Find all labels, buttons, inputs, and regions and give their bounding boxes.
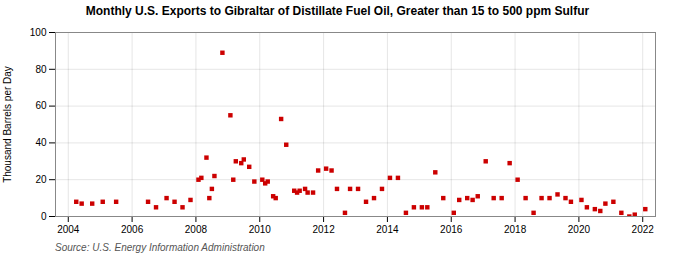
svg-text:2018: 2018: [504, 224, 527, 235]
svg-text:2022: 2022: [632, 224, 655, 235]
svg-text:2016: 2016: [440, 224, 463, 235]
svg-text:2006: 2006: [121, 224, 144, 235]
svg-text:2010: 2010: [249, 224, 272, 235]
svg-text:2014: 2014: [376, 224, 399, 235]
svg-text:100: 100: [30, 27, 47, 38]
html-text:Monthly U.S. Exports to Gibral: Monthly U.S. Exports to Gibraltar of Dis…: [85, 4, 590, 18]
svg-text:2012: 2012: [312, 224, 335, 235]
svg-text:Thousand Barrels per Day: Thousand Barrels per Day: [2, 66, 13, 183]
html-text:Source: U.S. Energy Informatio: Source: U.S. Energy Information Administ…: [55, 242, 265, 253]
svg-text:0: 0: [41, 211, 47, 222]
svg-text:2008: 2008: [185, 224, 208, 235]
svg-text:80: 80: [35, 64, 47, 75]
svg-text:40: 40: [35, 137, 47, 148]
svg-text:20: 20: [35, 174, 47, 185]
svg-text:60: 60: [35, 100, 47, 111]
svg-text:2020: 2020: [568, 224, 591, 235]
svg-text:2004: 2004: [57, 224, 80, 235]
